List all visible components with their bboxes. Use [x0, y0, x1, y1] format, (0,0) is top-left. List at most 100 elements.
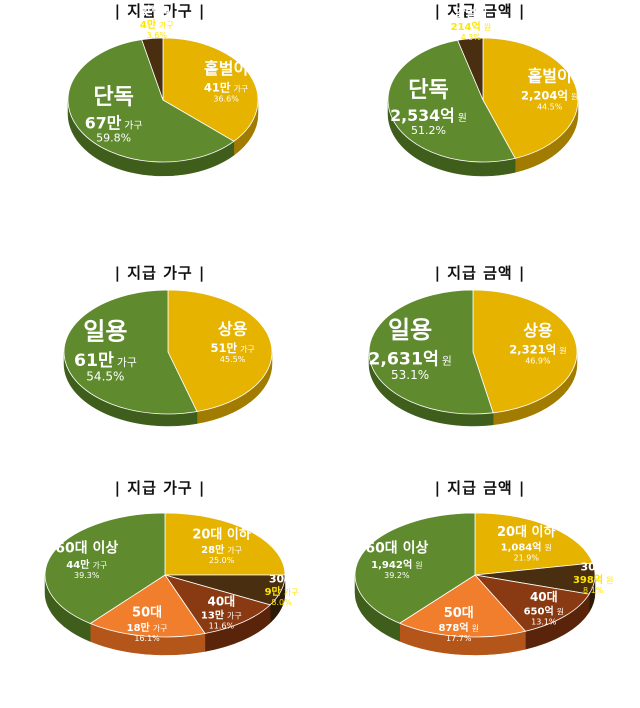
- slice-name-label: 일용: [388, 316, 432, 344]
- slice-unit-label: 원: [442, 355, 452, 368]
- slice-unit-label: 가구: [153, 624, 168, 633]
- slice-amount-label: 1,942억 원: [371, 559, 423, 571]
- slice-percent-label: 8.0%: [271, 598, 292, 607]
- slice-name-label: 60대 이상: [365, 540, 428, 557]
- pie-top: [67, 37, 259, 163]
- slice-percent-label: 46.9%: [525, 356, 551, 365]
- slice-amount-label: 2,204억 원: [521, 88, 578, 102]
- slice-unit-label: 원: [458, 112, 467, 124]
- slice-percent-label: 21.9%: [514, 553, 540, 562]
- chart-employment-count: | 지급 가구 | 상용 51만 가구 45.5% 일용 61만 가구 54.5%: [0, 264, 320, 493]
- slice-unit-label: 가구: [93, 561, 108, 570]
- pie-slice-20대-이하: [474, 512, 594, 576]
- chart-employment-amount: | 지급 금액 | 상용 2,321억 원 46.9% 일용 2,631억 원 53.1%: [320, 264, 640, 493]
- slice-amount-label: 398억 원: [573, 574, 613, 586]
- slice-unit-label: 가구: [284, 588, 299, 597]
- slice-percent-label: 44.5%: [537, 102, 563, 111]
- slice-percent-label: 45.5%: [220, 355, 246, 364]
- slice-unit-label: 원: [559, 346, 566, 355]
- slice-amount-label: 18만 가구: [127, 621, 168, 634]
- slice-amount-label: 2,631억 원: [368, 350, 451, 370]
- pie-slice-홑벌이: [162, 37, 259, 142]
- pie-slice-40대: [473, 574, 590, 632]
- slice-name-label: 60대 이상: [55, 540, 118, 557]
- slice-name-label: 상용: [218, 319, 248, 338]
- slice-amount-label: 41만 가구: [204, 81, 248, 95]
- slice-percent-label: 16.1%: [134, 634, 160, 643]
- slice-unit-label: 원: [557, 607, 564, 616]
- slice-percent-label: 53.1%: [391, 368, 429, 382]
- chart-household-type-amount: | 지급 금액 | 홑벌이 2,204억 원 44.5% 단독 2,534억 원 51.2% 맞…: [320, 2, 640, 231]
- slice-name-label: 40대: [530, 590, 558, 604]
- slice-percent-label: 59.8%: [96, 132, 131, 145]
- slice-name-label: 단독: [93, 85, 133, 110]
- pie-labels: 상용 2,321억 원46.9% 일용 2,631억 원53.1%: [368, 316, 566, 382]
- pie-chart: 상용 2,321억 원46.9% 일용 2,631억 원53.1%: [368, 289, 578, 427]
- chart-title: | 지급 가구 |: [114, 479, 206, 497]
- slice-name-label: 일용: [83, 318, 127, 346]
- pie-slice-60대-이상: [354, 512, 476, 624]
- pie-slice-20대-이하: [164, 512, 286, 576]
- pie-slice-50대: [89, 574, 206, 638]
- chart-title: | 지급 금액 |: [434, 2, 526, 20]
- slice-amount-label: 61만 가구: [74, 351, 137, 371]
- pie-slice-일용: [368, 289, 494, 415]
- slice-unit-label: 가구: [124, 119, 142, 131]
- slice-percent-label: 13.1%: [531, 617, 557, 626]
- slice-percent-label: 39.3%: [74, 571, 100, 580]
- slice-amount-label: 51만 가구: [210, 341, 254, 355]
- slice-unit-label: 원: [415, 561, 422, 570]
- slice-percent-label: 4.3%: [461, 33, 482, 42]
- slice-amount-label: 28만 가구: [201, 543, 242, 556]
- chart-household-type-count: | 지급 가구 | 홑벌이 41만 가구 36.6% 단독 67만 가구 59.8% 맞벌이 4만…: [0, 2, 320, 231]
- slice-unit-label: 가구: [227, 612, 242, 621]
- slice-unit-label: 가구: [159, 21, 174, 30]
- slice-name-label: 홑벌이: [528, 67, 572, 86]
- slice-amount-label: 650억 원: [524, 605, 564, 617]
- slice-percent-label: 8.1%: [583, 586, 604, 595]
- slice-name-label: 50대: [444, 606, 474, 621]
- pie-slice-단독: [387, 39, 516, 163]
- pie-slice-일용: [63, 289, 198, 415]
- slice-unit-label: 원: [484, 23, 491, 32]
- slice-name-label: 30대: [269, 572, 294, 586]
- slice-name-label: 30대: [580, 560, 605, 574]
- pie-top: [368, 289, 578, 415]
- pie-slice-50대: [398, 574, 527, 638]
- chart-age-count: | 지급 가구 | 20대 이하 28만 가구 25.0% 30대 9만 가구 8.0% 40대…: [0, 479, 320, 708]
- pie-top: [354, 512, 596, 638]
- slice-name-label: 상용: [523, 321, 553, 340]
- pie-slice-맞벌이: [141, 37, 164, 101]
- slice-name-label: 홑벌이: [204, 59, 248, 78]
- slice-amount-label: 13만 가구: [201, 609, 242, 622]
- pie-slice-상용: [472, 289, 578, 414]
- slice-percent-label: 17.7%: [446, 634, 472, 643]
- pie-top: [63, 289, 273, 415]
- slice-amount-label: 44만 가구: [66, 558, 107, 571]
- slice-name-label: 단독: [408, 78, 448, 103]
- slice-percent-label: 11.6%: [209, 622, 235, 631]
- slice-amount-label: 214억 원: [451, 21, 491, 33]
- slice-name-label: 맞벌이: [454, 5, 487, 20]
- slice-name-label: 20대 이하: [192, 527, 251, 543]
- chart-title: | 지급 금액 |: [434, 479, 526, 497]
- chart-title: | 지급 가구 |: [114, 264, 206, 282]
- pie-top: [44, 512, 286, 638]
- slice-unit-label: 원: [472, 624, 479, 633]
- chart-title: | 지급 금액 |: [434, 264, 526, 282]
- slice-percent-label: 36.6%: [213, 95, 239, 104]
- pie-slice-맞벌이: [457, 37, 484, 101]
- pie-slice-40대: [164, 574, 271, 634]
- slice-percent-label: 3.6%: [147, 31, 168, 40]
- chart-title: | 지급 가구 |: [114, 2, 206, 20]
- slice-unit-label: 원: [606, 576, 613, 585]
- pie-slice-홑벌이: [482, 37, 579, 159]
